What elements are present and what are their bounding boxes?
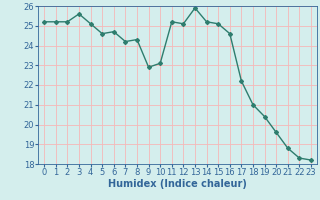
X-axis label: Humidex (Indice chaleur): Humidex (Indice chaleur)	[108, 179, 247, 189]
